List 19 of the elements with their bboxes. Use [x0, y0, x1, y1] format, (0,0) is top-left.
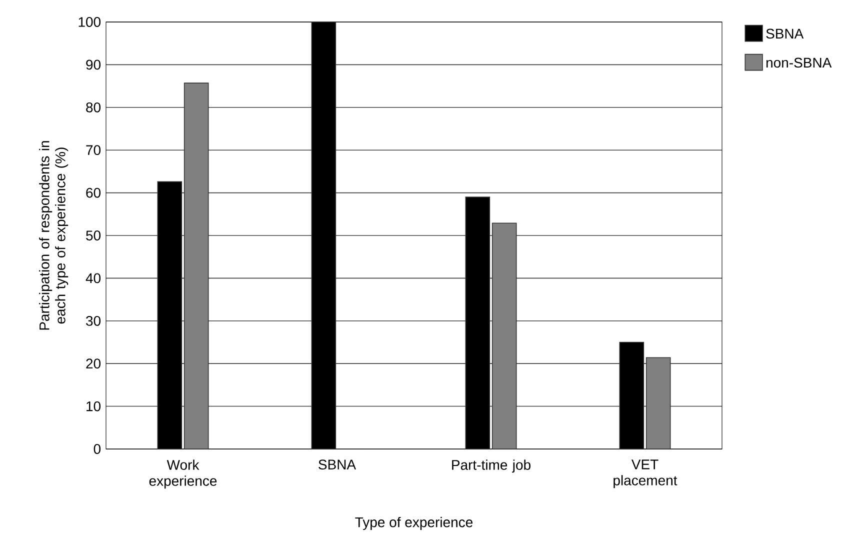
- x-axis-title: Type of experience: [355, 516, 472, 530]
- legend-label: non-SBNA: [766, 58, 832, 68]
- y-tick-label: 30: [86, 316, 101, 326]
- y-tick-label: 80: [86, 102, 101, 112]
- x-tick-label: Work experience: [149, 460, 217, 489]
- y-tick-label: 100: [78, 17, 101, 27]
- y-tick-label: 10: [86, 401, 101, 412]
- y-tick-label: 40: [86, 273, 101, 284]
- y-axis-title: Participation of respondents in each type of experience (%): [39, 141, 68, 330]
- y-tick-label: 60: [86, 188, 101, 198]
- x-tick-label: Part-time job: [452, 460, 530, 473]
- y-tick-label: 90: [86, 60, 101, 70]
- y-tick-label: 0: [94, 444, 101, 454]
- y-tick-label: 70: [86, 145, 101, 156]
- y-tick-label: 20: [86, 358, 101, 369]
- x-tick-label: VET placement: [614, 460, 678, 488]
- x-tick-label: SBNA: [318, 460, 356, 470]
- legend-label: SBNA: [766, 28, 804, 39]
- y-tick-label: 50: [86, 230, 101, 240]
